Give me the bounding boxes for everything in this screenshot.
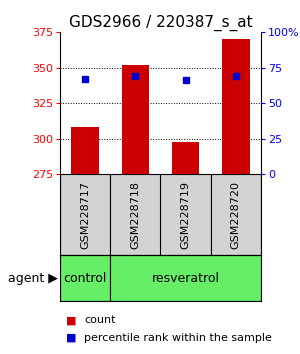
Bar <box>172 142 200 175</box>
Text: control: control <box>63 272 107 285</box>
Bar <box>110 255 261 301</box>
Text: percentile rank within the sample: percentile rank within the sample <box>84 333 272 343</box>
Text: GSM228719: GSM228719 <box>181 181 190 249</box>
Bar <box>60 255 110 301</box>
Bar <box>211 175 261 255</box>
Text: ■: ■ <box>66 315 76 325</box>
Text: GSM228720: GSM228720 <box>231 181 241 249</box>
Bar <box>71 127 99 175</box>
Bar <box>160 175 211 255</box>
Title: GDS2966 / 220387_s_at: GDS2966 / 220387_s_at <box>69 14 252 30</box>
Text: ■: ■ <box>66 333 76 343</box>
Text: resveratrol: resveratrol <box>152 272 220 285</box>
Text: GSM228717: GSM228717 <box>80 181 90 249</box>
Text: count: count <box>84 315 116 325</box>
Bar <box>122 65 149 175</box>
Bar <box>222 39 250 175</box>
Text: agent ▶: agent ▶ <box>8 272 58 285</box>
Bar <box>110 175 160 255</box>
Text: GSM228718: GSM228718 <box>130 181 140 249</box>
Bar <box>60 175 110 255</box>
